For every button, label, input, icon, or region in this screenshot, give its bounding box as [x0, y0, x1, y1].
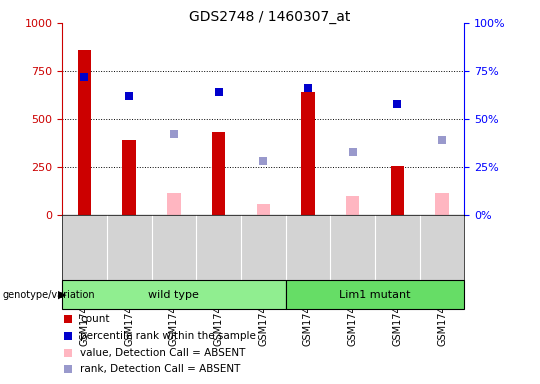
Text: Lim1 mutant: Lim1 mutant: [339, 290, 411, 300]
Bar: [390, 166, 404, 215]
Bar: [256, 204, 270, 215]
Point: [64, 349, 72, 356]
Point: [80, 74, 89, 80]
Text: GDS2748 / 1460307_at: GDS2748 / 1460307_at: [190, 10, 350, 23]
Bar: [286, 280, 464, 309]
Bar: [78, 50, 91, 215]
Text: rank, Detection Call = ABSENT: rank, Detection Call = ABSENT: [80, 364, 241, 374]
Point: [259, 158, 268, 164]
Point: [438, 137, 447, 143]
Bar: [62, 280, 286, 309]
Bar: [167, 193, 180, 215]
Text: wild type: wild type: [148, 290, 199, 300]
Point: [214, 89, 223, 95]
Point: [170, 131, 178, 137]
Point: [64, 333, 72, 339]
Bar: [212, 132, 225, 215]
Text: percentile rank within the sample: percentile rank within the sample: [80, 331, 256, 341]
Text: genotype/variation: genotype/variation: [3, 290, 96, 300]
Text: count: count: [80, 314, 110, 324]
Bar: [435, 193, 449, 215]
Text: value, Detection Call = ABSENT: value, Detection Call = ABSENT: [80, 348, 246, 358]
Bar: [346, 196, 359, 215]
Point: [348, 149, 357, 155]
Point: [64, 366, 72, 372]
Point: [125, 93, 133, 99]
Point: [303, 85, 312, 91]
Bar: [123, 140, 136, 215]
Point: [393, 101, 402, 107]
Point: [64, 316, 72, 323]
Bar: [301, 92, 315, 215]
Text: ▶: ▶: [58, 290, 67, 300]
